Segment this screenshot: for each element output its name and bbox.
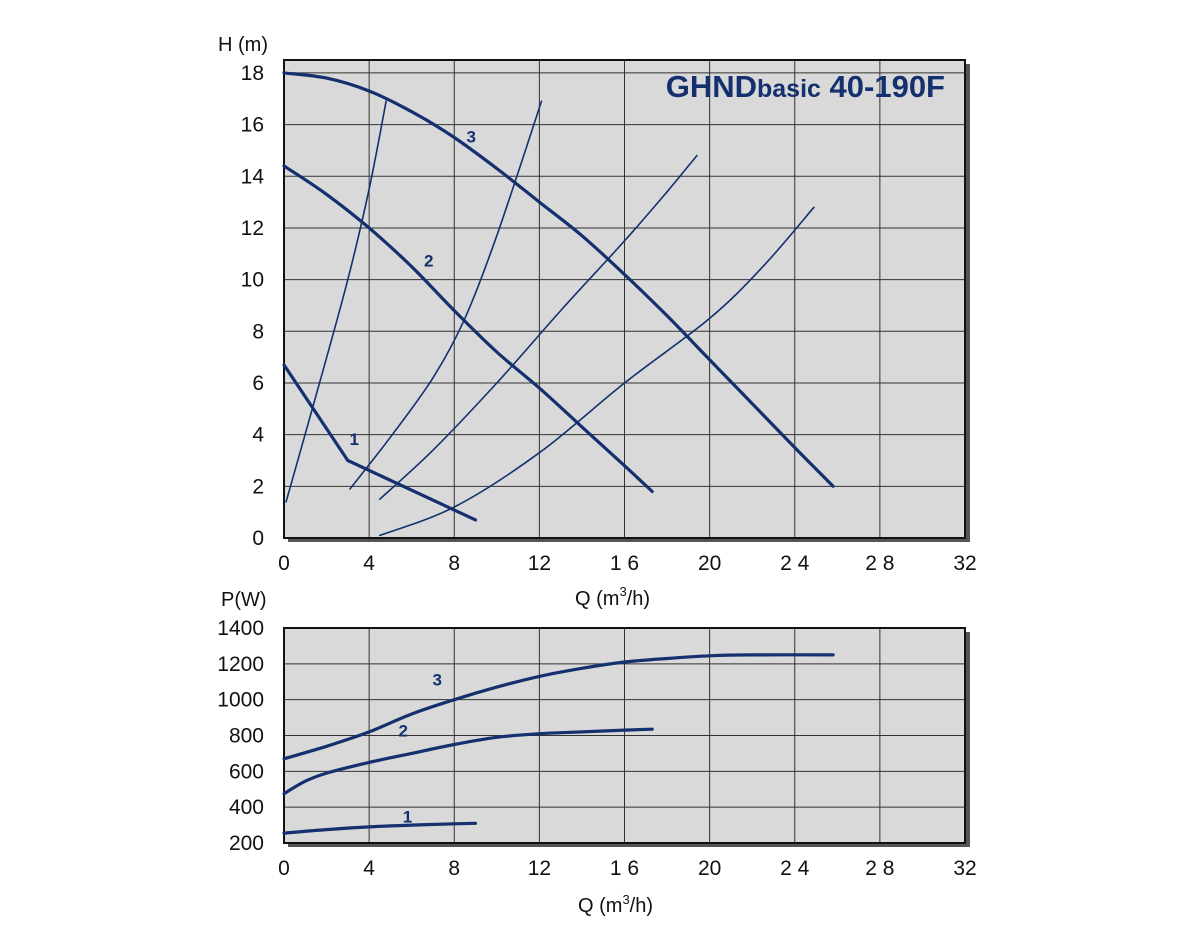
head-y-tick-label: 2 bbox=[252, 475, 264, 498]
power-x-tick-label: 12 bbox=[528, 857, 551, 880]
power-x-tick-label: 1 6 bbox=[610, 857, 639, 880]
power-x-tick-labels: 0 4 8 12 1 6 20 2 4 2 8 32 bbox=[278, 857, 977, 880]
power-x-axis-label-tail: /h) bbox=[630, 895, 653, 917]
power-y-tick-label: 800 bbox=[229, 725, 264, 748]
power-x-tick-label: 8 bbox=[448, 857, 460, 880]
head-y-tick-label: 6 bbox=[252, 372, 264, 395]
head-x-tick-label: 32 bbox=[953, 552, 976, 575]
power-curve-label-2: 2 bbox=[398, 721, 407, 740]
power-y-tick-label: 200 bbox=[229, 832, 264, 855]
head-y-axis-label: H (m) bbox=[218, 34, 268, 56]
power-x-axis-label-main: Q (m bbox=[578, 895, 622, 917]
head-y-tick-label: 12 bbox=[241, 217, 264, 240]
chart-title: GHNDbasic 40-190F bbox=[666, 69, 945, 104]
head-curve-label-2: 2 bbox=[424, 252, 433, 271]
power-y-tick-label: 1200 bbox=[217, 653, 264, 676]
head-system-curve-4 bbox=[349, 100, 543, 490]
head-x-tick-label: 8 bbox=[448, 552, 460, 575]
head-curve-2 bbox=[282, 164, 654, 494]
power-y-tick-label: 400 bbox=[229, 796, 264, 819]
head-y-tick-label: 16 bbox=[241, 114, 264, 137]
power-series bbox=[282, 653, 835, 835]
power-x-tick-label: 20 bbox=[698, 857, 721, 880]
power-plot-shadow-right bbox=[965, 632, 970, 847]
power-x-axis-label: Q (m3/h) bbox=[578, 892, 653, 917]
head-y-tick-label: 0 bbox=[252, 527, 264, 550]
head-curve-3 bbox=[282, 71, 835, 488]
head-plot-shadow-right bbox=[965, 64, 970, 542]
head-system-curve-3 bbox=[285, 100, 387, 503]
chart-title-main: GHND bbox=[666, 69, 757, 104]
head-plot-frame bbox=[283, 59, 966, 539]
head-x-tick-label: 12 bbox=[528, 552, 551, 575]
chart-title-model: 40-190F bbox=[821, 69, 945, 104]
head-x-tick-label: 0 bbox=[278, 552, 290, 575]
head-curve-label-1: 1 bbox=[349, 430, 358, 449]
power-y-tick-label: 600 bbox=[229, 760, 264, 783]
power-x-axis-label-sup: 3 bbox=[622, 892, 629, 907]
power-curve-2 bbox=[282, 727, 654, 796]
head-x-axis-label: Q (m3/h) bbox=[575, 584, 650, 610]
power-curve-label-1: 1 bbox=[403, 807, 412, 826]
head-x-axis-label-tail: /h) bbox=[627, 588, 650, 610]
head-curve-label-3: 3 bbox=[467, 128, 476, 147]
head-x-tick-label: 4 bbox=[363, 552, 375, 575]
head-x-axis-label-main: Q (m bbox=[575, 588, 619, 610]
head-y-tick-label: 8 bbox=[252, 320, 264, 343]
head-x-tick-label: 20 bbox=[698, 552, 721, 575]
head-grid bbox=[284, 60, 965, 538]
power-curve-labels: 1 2 3 bbox=[398, 670, 442, 826]
head-system-curve-6 bbox=[379, 206, 815, 537]
power-x-tick-label: 2 8 bbox=[865, 857, 894, 880]
power-plot-frame bbox=[283, 627, 966, 844]
head-x-tick-label: 2 4 bbox=[780, 552, 810, 575]
head-y-tick-label: 18 bbox=[241, 62, 264, 85]
head-y-tick-labels: 0 2 4 6 8 10 12 14 16 18 bbox=[241, 62, 265, 550]
power-grid bbox=[284, 628, 965, 843]
chart-title-small: basic bbox=[757, 75, 821, 103]
head-x-tick-label: 1 6 bbox=[610, 552, 639, 575]
power-y-tick-label: 1400 bbox=[217, 617, 264, 640]
head-y-tick-label: 14 bbox=[241, 165, 265, 188]
power-plot-shadow-bottom bbox=[288, 843, 970, 847]
power-x-tick-label: 32 bbox=[953, 857, 976, 880]
power-y-tick-label: 1000 bbox=[217, 689, 264, 712]
power-x-tick-label: 0 bbox=[278, 857, 290, 880]
power-curve-label-3: 3 bbox=[432, 670, 441, 689]
head-y-tick-label: 10 bbox=[241, 269, 264, 292]
head-curve-labels: 1 2 3 bbox=[349, 128, 476, 449]
head-x-tick-labels: 0 4 8 12 1 6 20 2 4 2 8 32 bbox=[278, 552, 977, 575]
head-plot-shadow-bottom bbox=[288, 538, 970, 542]
power-y-axis-label: P(W) bbox=[221, 589, 267, 611]
power-y-tick-labels: 200 400 600 800 1000 1200 1400 bbox=[217, 617, 264, 855]
head-y-tick-label: 4 bbox=[252, 424, 264, 447]
head-x-tick-label: 2 8 bbox=[865, 552, 894, 575]
head-x-axis-label-sup: 3 bbox=[619, 584, 626, 599]
power-x-tick-label: 2 4 bbox=[780, 857, 810, 880]
head-system-curve-5 bbox=[379, 154, 698, 500]
head-curve-1 bbox=[282, 363, 478, 522]
power-curve-3 bbox=[282, 653, 835, 761]
power-curve-1 bbox=[282, 821, 478, 835]
head-series bbox=[282, 71, 835, 537]
power-x-tick-label: 4 bbox=[363, 857, 375, 880]
